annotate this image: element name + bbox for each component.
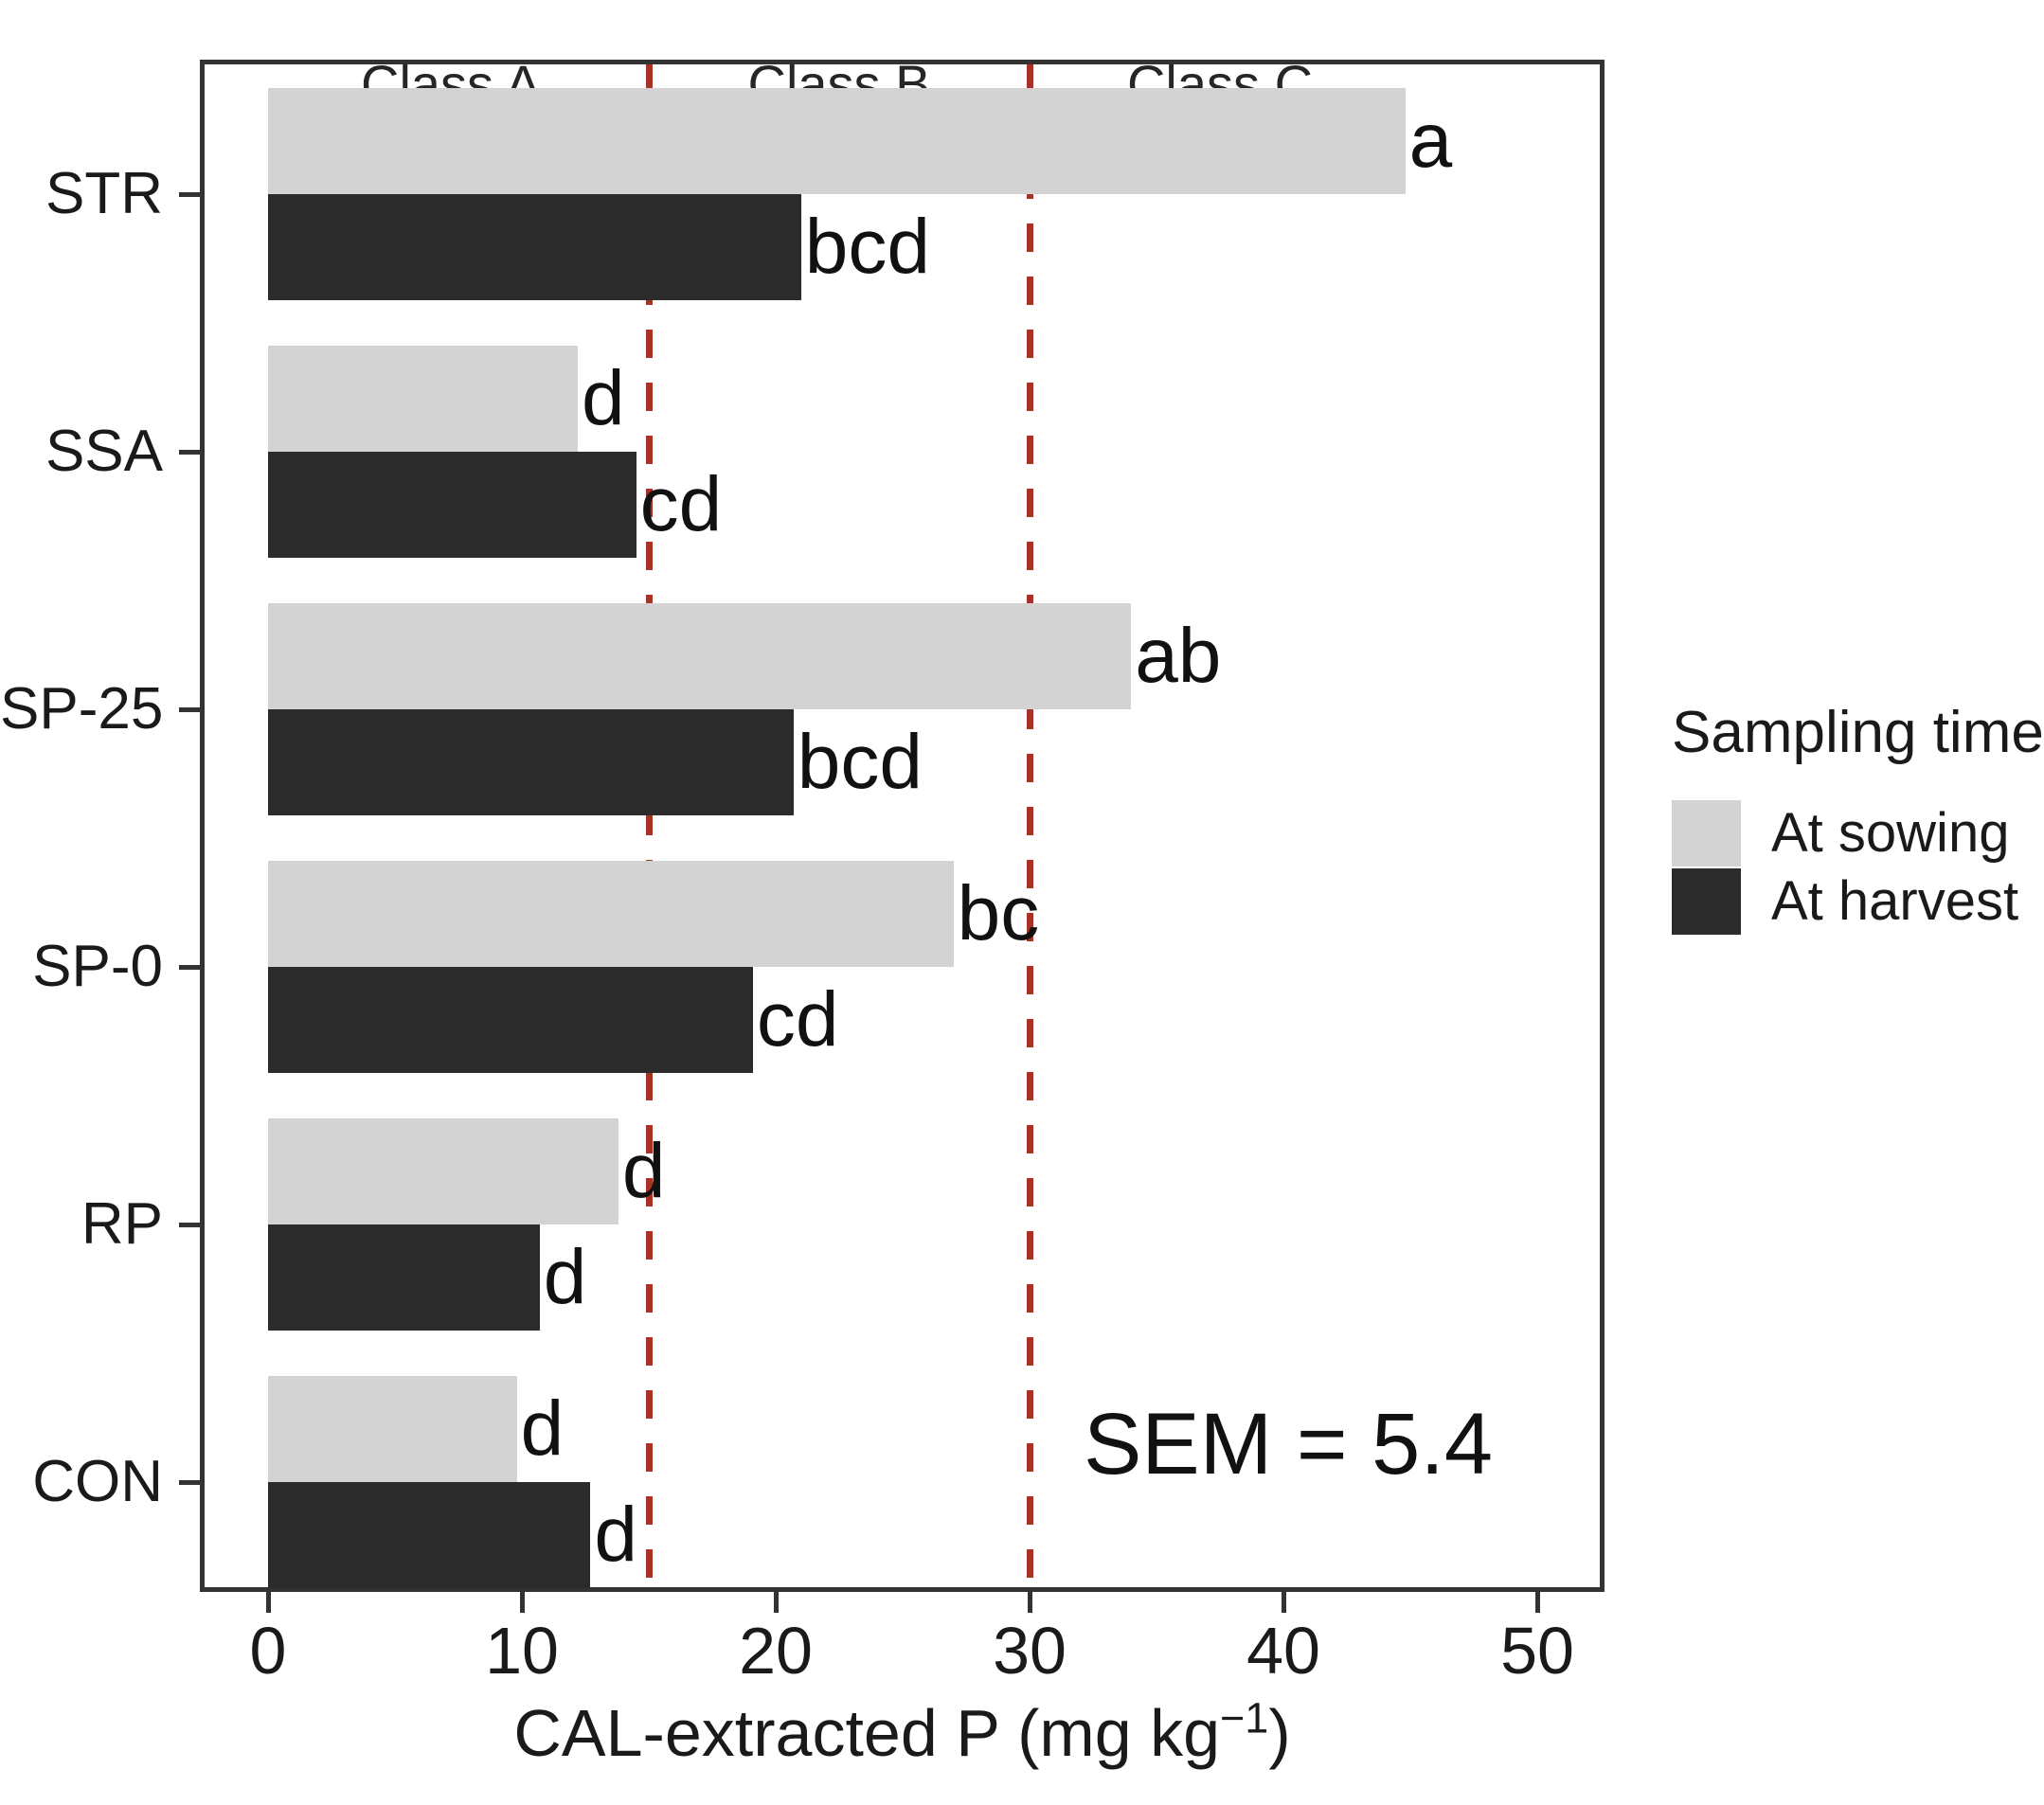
sig-letter-str-sowing: a	[1408, 98, 1453, 184]
sig-letter-sp-25-harvest: bcd	[797, 719, 923, 805]
y-axis-label-rp: RP	[81, 1191, 163, 1257]
legend-swatch-at-harvest	[1672, 868, 1741, 936]
sig-letter-con-harvest: d	[594, 1492, 637, 1578]
bar-ssa-harvest	[268, 452, 637, 558]
y-axis-label-sp-0: SP-0	[32, 934, 163, 999]
x-axis-title-close: )	[1268, 1696, 1291, 1770]
legend-swatch-at-sowing	[1672, 800, 1741, 867]
x-tick-20	[773, 1592, 779, 1613]
x-axis-title: CAL-extracted P (mg kg−1)	[205, 1697, 1600, 1766]
y-axis-label-con: CON	[32, 1449, 163, 1514]
y-axis-label-str: STR	[45, 161, 163, 226]
sig-letter-con-sowing: d	[520, 1385, 565, 1472]
legend-entries: At sowing At harvest	[1672, 799, 2044, 936]
y-tick-ssa	[179, 449, 200, 455]
legend-entry-at-harvest: At harvest	[1672, 867, 2044, 936]
class-boundary-line-15	[645, 64, 653, 1587]
bar-str-harvest	[268, 194, 801, 300]
y-tick-sp-0	[179, 964, 200, 970]
x-tick-0	[265, 1592, 271, 1613]
bar-sp-25-harvest	[268, 709, 794, 815]
legend-title: Sampling time	[1672, 700, 2044, 765]
x-tick-50	[1534, 1592, 1540, 1613]
bar-rp-sowing	[268, 1118, 619, 1224]
sig-letter-ssa-harvest: cd	[639, 461, 723, 547]
sig-letter-ssa-sowing: d	[581, 355, 625, 441]
x-tick-label-10: 10	[485, 1614, 559, 1688]
bar-sp-25-sowing	[268, 603, 1132, 709]
x-tick-30	[1027, 1592, 1032, 1613]
bar-con-harvest	[268, 1482, 591, 1588]
bar-sp-0-harvest	[268, 967, 753, 1073]
bar-str-sowing	[268, 88, 1406, 194]
sig-letter-sp-25-sowing: ab	[1135, 613, 1222, 699]
x-tick-label-50: 50	[1500, 1614, 1574, 1688]
x-tick-40	[1281, 1592, 1286, 1613]
x-tick-label-0: 0	[249, 1614, 287, 1688]
sig-letter-rp-sowing: d	[621, 1128, 666, 1214]
x-tick-10	[519, 1592, 525, 1613]
x-axis-title-superscript: −1	[1220, 1693, 1269, 1742]
sem-annotation: SEM = 5.4	[1083, 1396, 1494, 1492]
legend-label-at-harvest: At harvest	[1771, 870, 2019, 933]
sig-letter-str-harvest: bcd	[804, 204, 931, 290]
class-boundary-line-30	[1026, 64, 1033, 1587]
y-axis-label-sp-25: SP-25	[0, 676, 164, 742]
legend: Sampling time At sowing At harvest	[1672, 700, 2044, 936]
legend-entry-at-sowing: At sowing	[1672, 799, 2044, 867]
y-axis-label-ssa: SSA	[45, 419, 163, 484]
y-tick-str	[179, 191, 200, 197]
sig-letter-rp-harvest: d	[543, 1234, 587, 1320]
bar-ssa-sowing	[268, 346, 578, 452]
bar-con-sowing	[268, 1376, 517, 1482]
x-tick-label-20: 20	[739, 1614, 813, 1688]
x-tick-label-40: 40	[1246, 1614, 1320, 1688]
y-tick-sp-25	[179, 706, 200, 712]
sig-letter-sp-0-harvest: cd	[756, 976, 839, 1063]
sig-letter-sp-0-sowing: bc	[957, 870, 1040, 956]
bar-sp-0-sowing	[268, 861, 954, 967]
y-tick-con	[179, 1479, 200, 1485]
bar-rp-harvest	[268, 1224, 540, 1331]
legend-label-at-sowing: At sowing	[1771, 802, 2010, 865]
y-tick-rp	[179, 1222, 200, 1227]
x-tick-label-30: 30	[993, 1614, 1067, 1688]
x-axis-title-text: CAL-extracted P (mg kg	[513, 1696, 1221, 1770]
